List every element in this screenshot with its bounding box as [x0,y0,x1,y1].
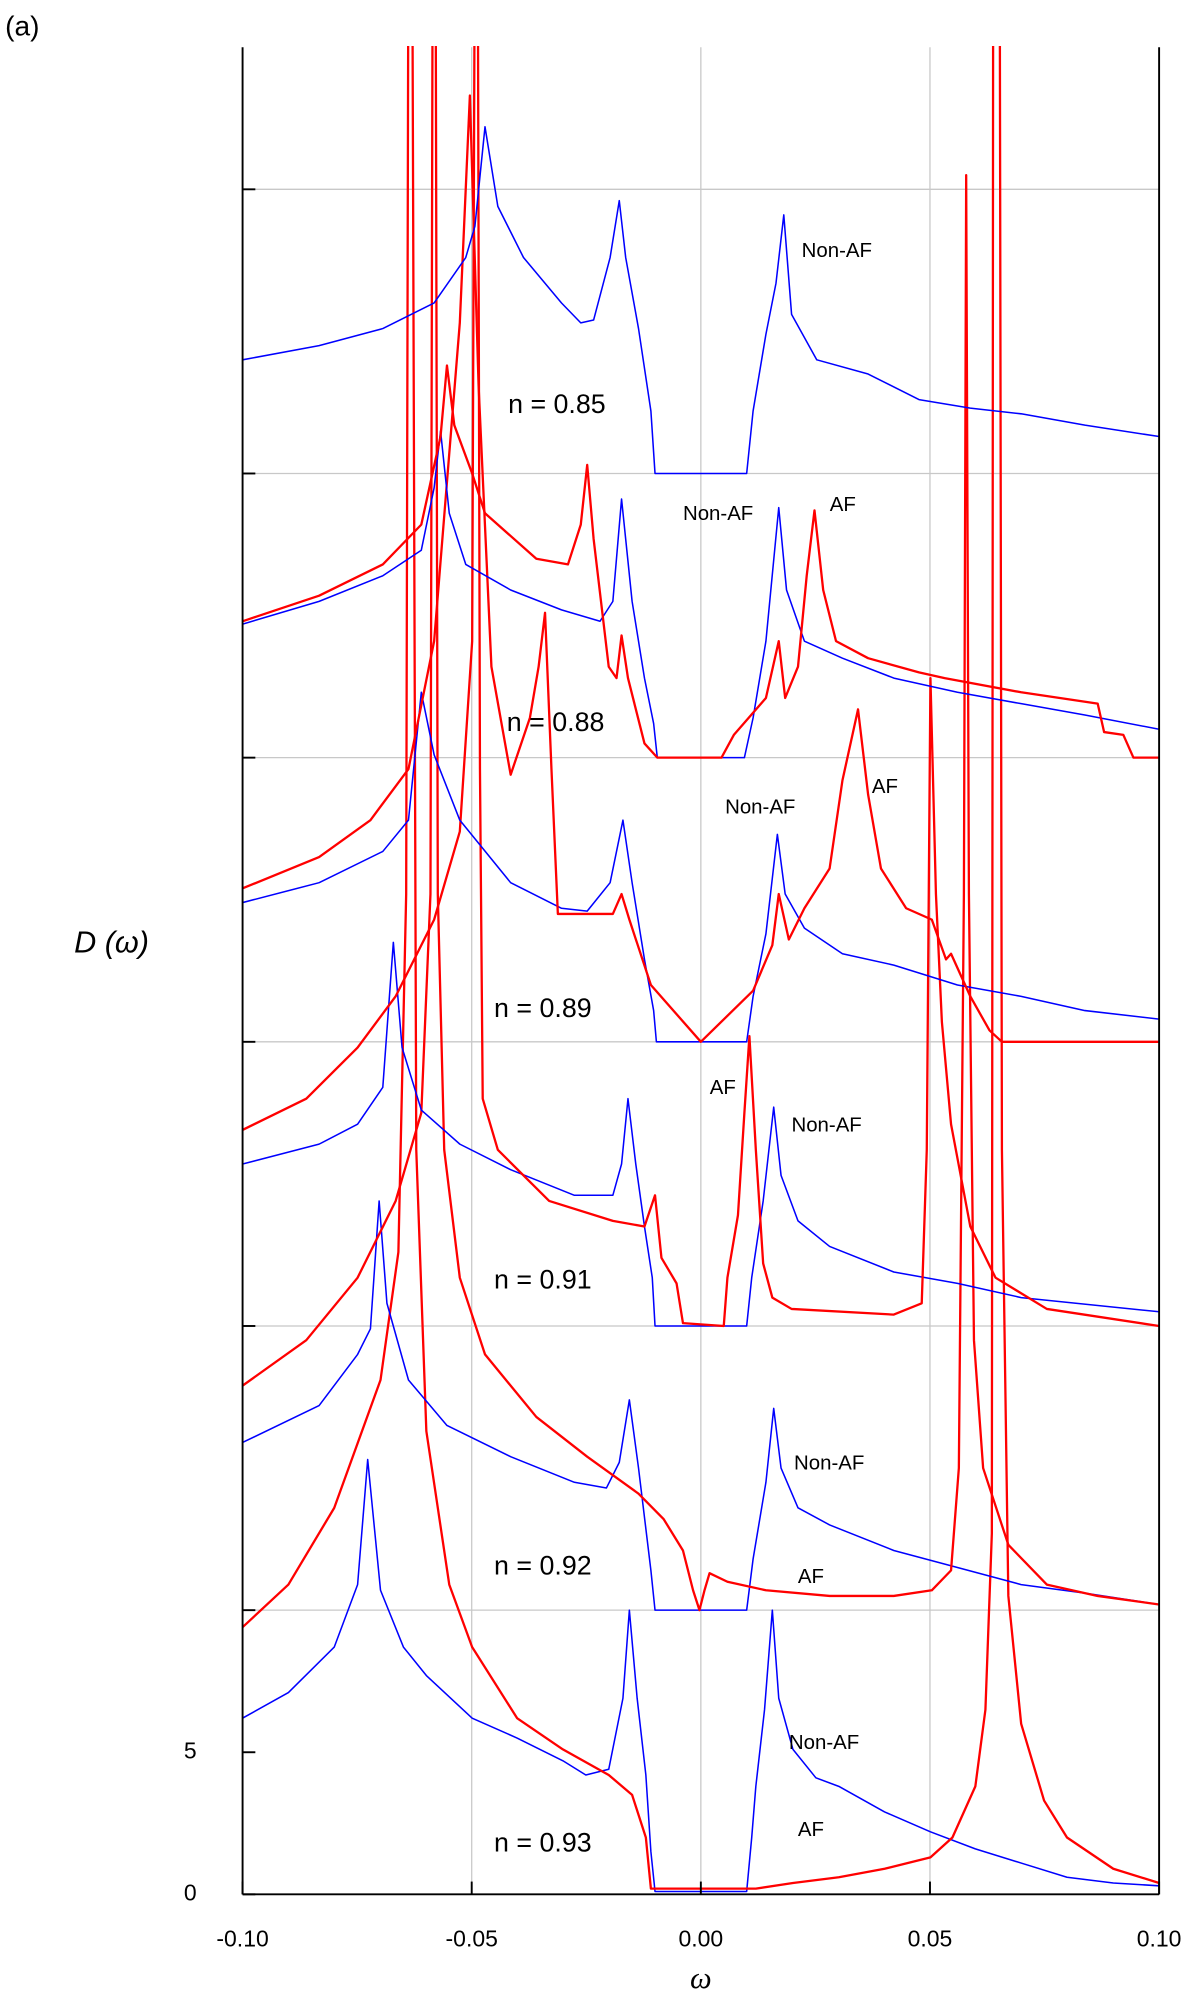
n-label: n = 0.91 [494,1265,592,1295]
curve-label: Non-AF [725,796,795,818]
x-axis-label: ω [690,1961,712,1995]
y-tick-label: 0 [184,1879,197,1905]
curve-label: AF [798,1819,824,1841]
n-label: n = 0.85 [508,389,606,419]
y-axis-label: D (ω) [74,926,149,960]
curve-label: AF [710,1077,736,1099]
curve [242,1200,1160,1611]
curve [242,1458,1160,1893]
curve [242,126,1160,475]
curve-label: Non-AF [802,240,872,262]
curve-label: Non-AF [791,1114,861,1136]
n-label: n = 0.93 [494,1828,592,1858]
curve-label: AF [830,494,856,516]
x-tick-label: 0.00 [678,1925,723,1951]
grid [242,47,1160,1895]
x-tick-label: -0.10 [216,1925,268,1951]
y-tick-label: 5 [184,1737,197,1763]
n-label: n = 0.92 [494,1551,592,1581]
x-tick-label: 0.10 [1137,1925,1182,1951]
panel-label: (a) [5,11,39,42]
curve [242,364,1160,759]
curve-label: Non-AF [789,1732,859,1754]
n-label: n = 0.88 [507,707,605,737]
n-label: n = 0.89 [494,993,592,1023]
x-tick-label: 0.05 [908,1925,953,1951]
curve-label: AF [798,1566,824,1588]
axes: -0.10 -0.05 0.00 0.05 0.10 0 5 n = 0.85 n = 0.88… [184,47,1182,1951]
curve [242,94,1160,1043]
curve [242,941,1160,1327]
curve-label: Non-AF [794,1453,864,1475]
curve [242,45,1160,1890]
curve [242,45,1160,1612]
curve-label: AF [872,776,898,798]
curve-label: Non-AF [683,503,753,525]
curve [242,691,1160,1043]
x-tick-label: -0.05 [446,1925,498,1951]
curves [242,45,1160,1893]
curve [242,45,1160,1328]
